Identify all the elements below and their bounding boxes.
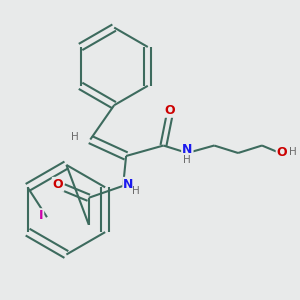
Text: O: O <box>277 146 287 160</box>
Text: H: H <box>132 186 140 196</box>
Text: O: O <box>164 104 175 117</box>
Text: O: O <box>53 178 63 191</box>
Text: N: N <box>182 143 193 156</box>
Text: H: H <box>290 147 297 158</box>
Text: H: H <box>184 154 191 165</box>
Text: N: N <box>123 178 134 191</box>
Text: I: I <box>39 209 43 222</box>
Text: H: H <box>71 132 79 142</box>
